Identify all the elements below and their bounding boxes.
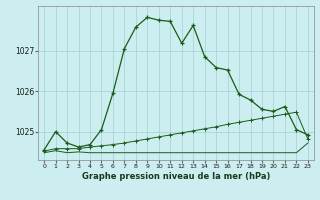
X-axis label: Graphe pression niveau de la mer (hPa): Graphe pression niveau de la mer (hPa) bbox=[82, 172, 270, 181]
